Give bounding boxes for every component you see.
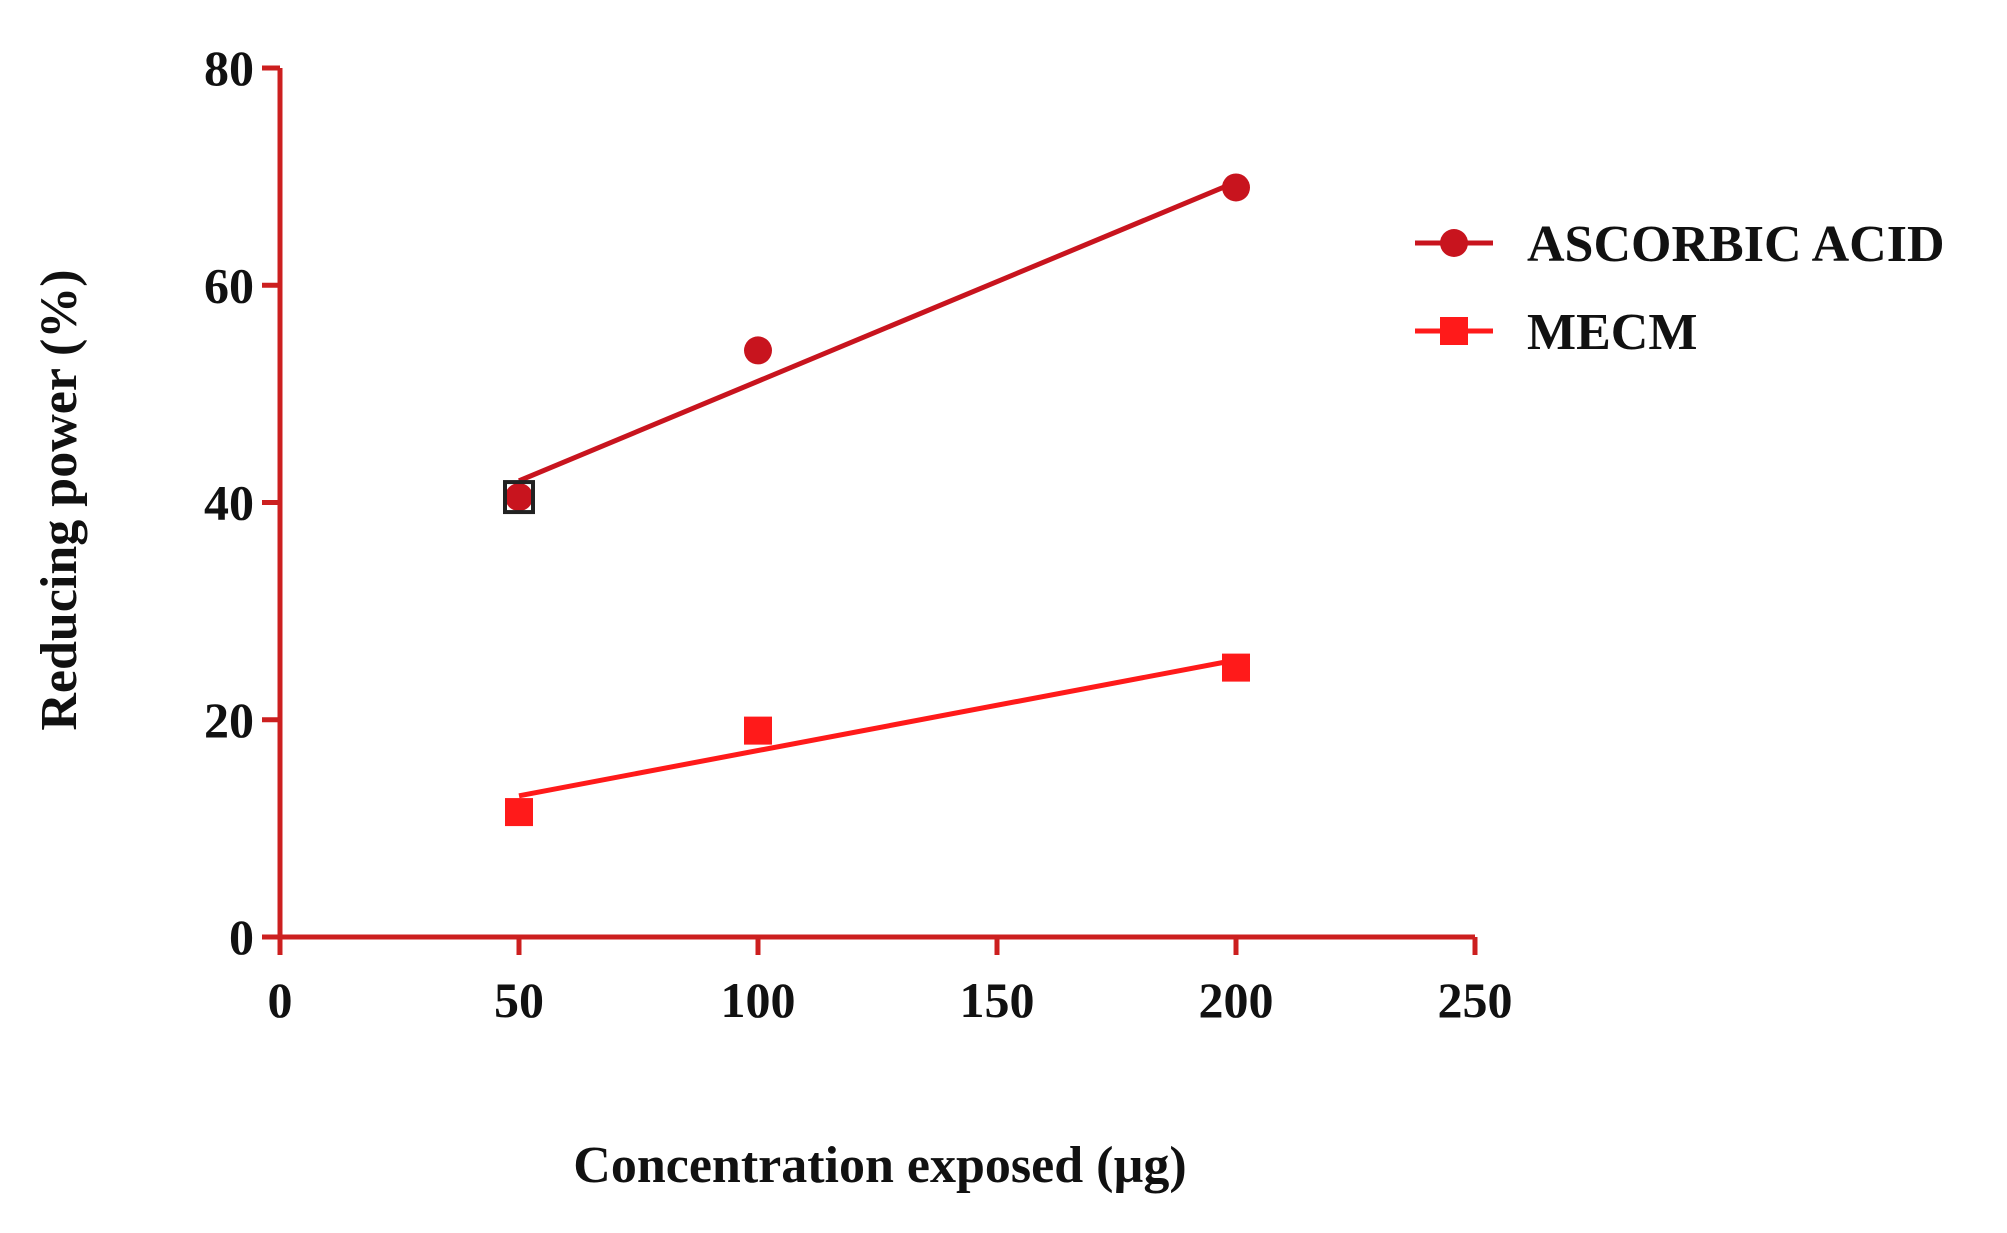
legend-item: MECM — [1415, 304, 1697, 361]
data-point — [744, 716, 772, 745]
x-tick-label: 250 — [1438, 972, 1513, 1028]
series-mecm — [505, 653, 1250, 827]
fit-line — [518, 657, 1237, 799]
data-point — [1222, 173, 1250, 202]
y-tick-label: 60 — [204, 257, 254, 313]
x-tick-label: 50 — [494, 972, 544, 1028]
x-ticks: 0 50 100 150 200 250 — [268, 937, 1513, 1028]
y-tick-label: 20 — [204, 692, 254, 748]
axes: 0 20 40 60 80 0 50 100 150 200 250 — [204, 40, 1513, 1028]
error-bar — [503, 480, 535, 515]
x-tick-label: 200 — [1199, 972, 1274, 1028]
legend-marker — [1440, 229, 1468, 257]
y-tick-label: 0 — [229, 909, 254, 965]
x-tick-label: 100 — [721, 972, 796, 1028]
series-ascorbic-acid — [505, 173, 1250, 512]
legend-label: ASCORBIC ACID — [1527, 216, 1945, 273]
y-axis-title: Reducing power (%) — [31, 269, 88, 730]
legend: ASCORBIC ACID MECM — [1415, 216, 1945, 361]
y-tick-label: 80 — [204, 40, 254, 96]
y-ticks: 0 20 40 60 80 — [204, 40, 280, 965]
plot-area — [503, 173, 1250, 827]
data-point — [744, 336, 772, 365]
legend-marker — [1440, 317, 1468, 345]
y-tick-label: 40 — [204, 475, 254, 531]
legend-item: ASCORBIC ACID — [1415, 216, 1945, 273]
legend-label: MECM — [1527, 304, 1697, 361]
data-point — [505, 798, 533, 827]
x-tick-label: 150 — [960, 972, 1035, 1028]
x-tick-label: 0 — [268, 972, 293, 1028]
data-point — [1222, 653, 1250, 682]
fit-line — [518, 179, 1237, 484]
data-point — [505, 483, 533, 512]
x-axis-title: Concentration exposed (µg) — [573, 1137, 1186, 1194]
